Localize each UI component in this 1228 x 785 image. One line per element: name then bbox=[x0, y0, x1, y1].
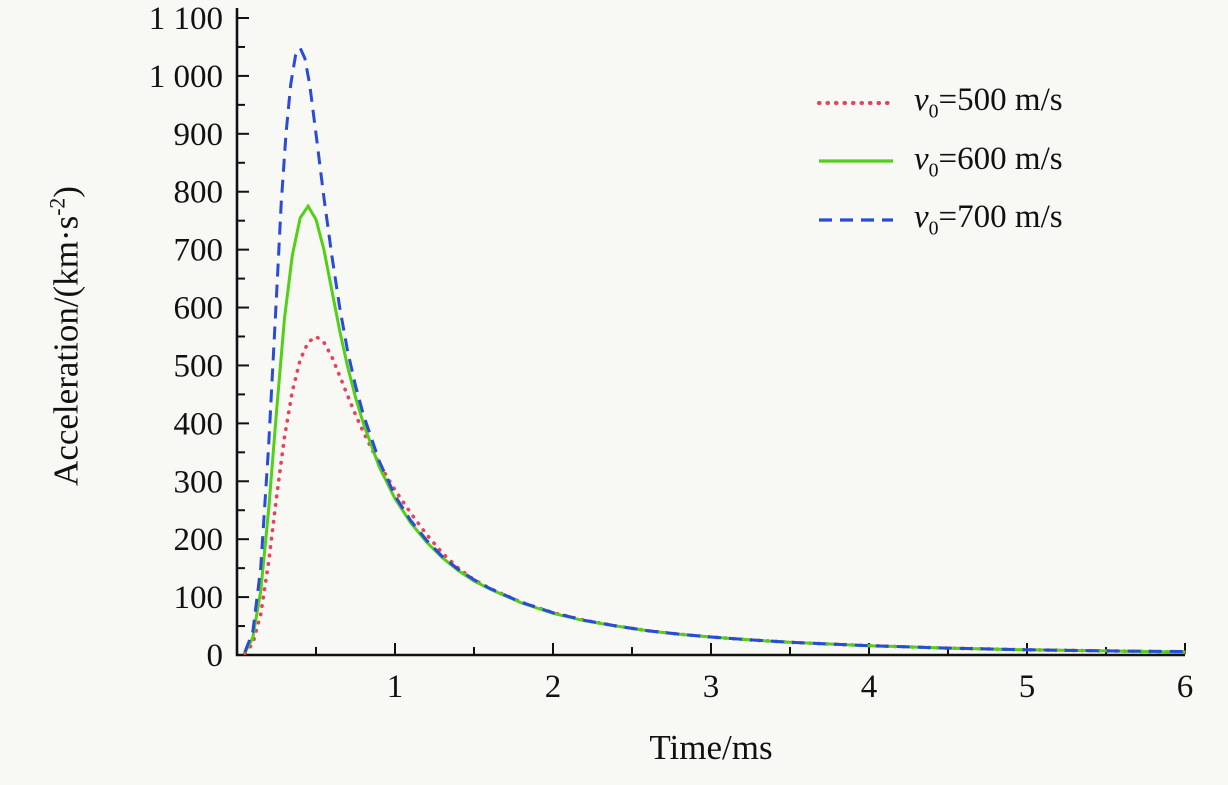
y-axis-label-close: ) bbox=[46, 186, 86, 198]
legend-item-v0-700: v0=700 m/s bbox=[816, 199, 1063, 241]
series-line-v0-600 bbox=[243, 203, 1186, 654]
y-tick-label: 200 bbox=[174, 522, 224, 558]
legend: v0=500 m/s v0=600 m/s v0=700 m/s bbox=[816, 82, 1063, 241]
y-axis-label-exponent: -2 bbox=[45, 197, 70, 216]
legend-line-sample bbox=[819, 218, 893, 222]
y-axis-label-text: Acceleration/(km·s bbox=[46, 215, 86, 486]
legend-label: v0=600 m/s bbox=[914, 140, 1063, 182]
x-tick-label: 5 bbox=[1019, 669, 1036, 705]
y-tick-label: 900 bbox=[174, 117, 224, 153]
x-axis-label: Time/ms bbox=[649, 728, 773, 767]
y-axis-label: Acceleration/(km·s-2) bbox=[46, 186, 87, 486]
x-tick-label: 4 bbox=[861, 669, 878, 705]
y-tick-label: 500 bbox=[174, 348, 224, 384]
legend-label: v0=500 m/s bbox=[914, 82, 1063, 123]
y-tick-label: 0 bbox=[207, 638, 224, 674]
series-line-v0-700 bbox=[243, 44, 1186, 653]
y-tick-label: 800 bbox=[174, 175, 224, 211]
tick-labels: 0 100 200 300 400 500 600 700 800 900 1 000 1 100 1 2… bbox=[149, 1, 1194, 705]
x-tick-label: 3 bbox=[703, 669, 720, 705]
axes bbox=[235, 8, 1185, 657]
legend-item-v0-600: v0=600 m/s bbox=[816, 141, 1063, 183]
legend-line-sample bbox=[819, 159, 893, 163]
x-tick-label: 2 bbox=[545, 669, 562, 705]
y-tick-label: 300 bbox=[174, 464, 224, 500]
legend-label: v0=700 m/s bbox=[914, 199, 1063, 240]
y-tick-label: 700 bbox=[174, 233, 224, 269]
y-tick-label: 100 bbox=[174, 580, 224, 616]
series-line-v0-500 bbox=[243, 334, 1187, 656]
y-tick-label: 1 000 bbox=[149, 59, 223, 95]
legend-item-v0-500: v0=500 m/s bbox=[816, 82, 1063, 124]
y-tick-label: 600 bbox=[174, 291, 224, 327]
x-tick-label: 6 bbox=[1177, 669, 1194, 705]
y-tick-label: 400 bbox=[174, 406, 224, 442]
ticks bbox=[238, 17, 1186, 656]
legend-line-sample bbox=[817, 100, 895, 105]
x-tick-label: 1 bbox=[387, 669, 404, 705]
y-tick-label: 1 100 bbox=[149, 1, 223, 37]
